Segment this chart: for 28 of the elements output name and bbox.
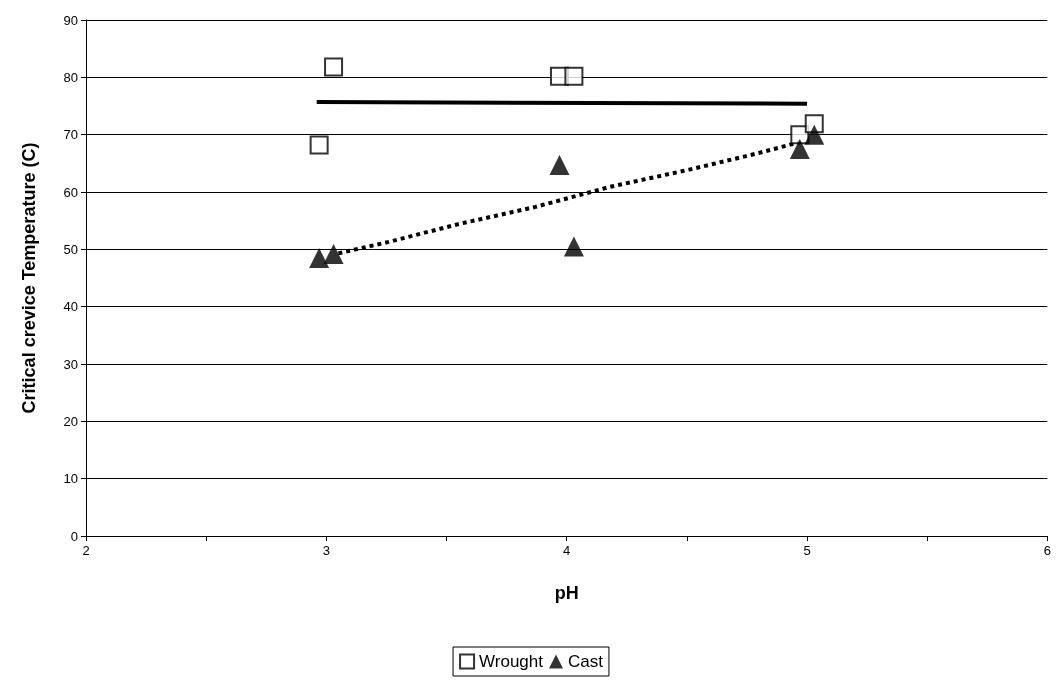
y-tick-label: 70 <box>63 127 78 143</box>
y-tick-label: 20 <box>63 413 78 429</box>
point <box>804 124 825 145</box>
point <box>549 155 570 176</box>
point <box>789 139 810 159</box>
x-tick-label: 4 <box>563 543 571 558</box>
point <box>324 57 344 77</box>
y-tick-label: 0 <box>70 528 78 544</box>
y-tick-label: 10 <box>63 471 78 487</box>
point <box>564 66 584 86</box>
x-tick-label: 2 <box>82 543 90 558</box>
point <box>323 243 344 264</box>
x-tick-label: 3 <box>322 543 330 558</box>
y-tick-label: 40 <box>63 299 78 315</box>
y-axis-title: Critical crevice Temperature (C) <box>19 142 39 414</box>
y-tick-label: 30 <box>63 356 78 372</box>
x-tick-label: 5 <box>803 543 811 558</box>
point <box>563 236 584 257</box>
y-tick-label: 50 <box>63 241 78 257</box>
point <box>309 135 329 155</box>
legend-label: Cast <box>567 652 604 671</box>
y-tick-label: 60 <box>63 184 78 200</box>
legend-label: Wrought <box>479 652 544 671</box>
y-tick-label: 80 <box>63 69 78 85</box>
point <box>309 247 330 268</box>
x-axis-title: pH <box>554 583 579 603</box>
x-tick-label: 6 <box>1043 543 1051 558</box>
y-tick-label: 90 <box>63 12 78 28</box>
